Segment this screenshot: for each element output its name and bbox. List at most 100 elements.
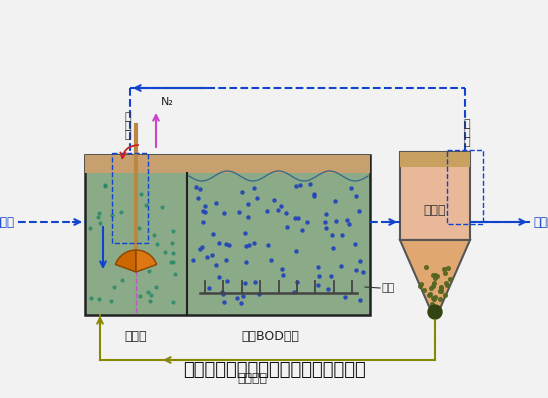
Point [432, 273, 441, 279]
Point [314, 282, 323, 288]
Point [196, 246, 204, 252]
Text: 合建式缺氧－好氧活性污泥法脫氮工藝: 合建式缺氧－好氧活性污泥法脫氮工藝 [182, 361, 366, 379]
Point [290, 289, 299, 295]
Point [96, 220, 105, 226]
Point [215, 274, 224, 280]
Point [440, 265, 449, 272]
Bar [85, 155, 370, 173]
Point [168, 298, 177, 305]
Point [157, 204, 166, 210]
Point [255, 291, 264, 297]
Point [262, 208, 271, 214]
Point [314, 264, 323, 271]
Point [431, 275, 439, 281]
Point [241, 280, 249, 286]
Point [170, 271, 179, 277]
Point [193, 195, 202, 201]
Point [221, 241, 230, 248]
Point [253, 194, 261, 201]
Point [250, 185, 259, 191]
Point [314, 273, 323, 279]
Circle shape [428, 305, 442, 319]
Text: 沉淀池: 沉淀池 [424, 205, 446, 217]
Point [264, 242, 272, 248]
Point [425, 291, 434, 297]
Point [251, 279, 260, 285]
Point [86, 225, 95, 231]
Point [437, 288, 446, 295]
Point [337, 262, 346, 269]
Point [152, 241, 161, 248]
Point [147, 291, 156, 298]
Point [294, 215, 302, 222]
Point [224, 242, 233, 248]
Point [201, 203, 209, 209]
Point [266, 257, 275, 263]
Point [428, 308, 437, 314]
Bar [112, 153, 148, 243]
Point [355, 208, 363, 214]
Bar [400, 152, 470, 167]
Point [341, 294, 350, 300]
Point [419, 287, 428, 293]
Point [358, 269, 367, 275]
Point [310, 191, 319, 197]
Point [430, 271, 439, 278]
Point [273, 207, 282, 213]
Point [323, 286, 332, 293]
Polygon shape [400, 240, 470, 320]
Text: N₂: N₂ [161, 97, 174, 107]
Point [146, 298, 155, 304]
Text: 內
循
環: 內 循 環 [464, 119, 470, 147]
Point [356, 258, 364, 264]
Point [100, 183, 109, 189]
Point [417, 281, 426, 287]
Point [269, 197, 278, 203]
Point [198, 244, 207, 250]
Point [108, 212, 117, 219]
Point [146, 260, 155, 266]
Point [168, 250, 177, 257]
Point [136, 293, 145, 299]
Point [415, 283, 424, 289]
Point [428, 301, 437, 307]
Point [422, 263, 431, 270]
Wedge shape [136, 250, 157, 272]
Point [321, 219, 330, 225]
Point [432, 310, 441, 317]
Point [219, 210, 228, 217]
Point [345, 221, 353, 227]
Point [428, 295, 437, 301]
Point [117, 257, 125, 263]
Point [306, 181, 315, 187]
Point [291, 248, 300, 255]
Bar [447, 150, 483, 224]
Point [437, 285, 446, 291]
Point [441, 270, 449, 277]
Point [222, 257, 231, 263]
Point [442, 280, 450, 286]
Point [95, 296, 104, 302]
Point [238, 189, 247, 195]
Point [322, 211, 330, 217]
Point [136, 191, 145, 198]
Text: 反硝化: 反硝化 [125, 330, 147, 343]
Point [217, 289, 226, 295]
Point [141, 201, 150, 208]
Point [338, 232, 346, 238]
Point [215, 240, 224, 246]
Point [328, 232, 336, 238]
Point [118, 277, 127, 283]
Point [443, 265, 452, 271]
Point [298, 227, 307, 233]
Point [352, 193, 361, 200]
Point [151, 284, 160, 290]
Point [437, 284, 446, 290]
Point [329, 245, 338, 252]
Point [342, 217, 351, 223]
Point [293, 278, 301, 285]
Point [212, 199, 220, 206]
Point [242, 243, 250, 250]
Point [220, 298, 229, 305]
Point [240, 230, 249, 236]
